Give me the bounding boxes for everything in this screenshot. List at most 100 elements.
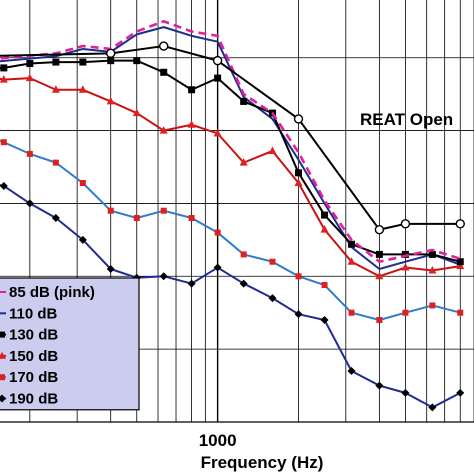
legend-marker xyxy=(0,331,5,338)
series-marker-square xyxy=(321,282,328,289)
series-1 xyxy=(0,26,461,270)
series-marker-diamond xyxy=(51,214,60,222)
series-marker-diamond xyxy=(0,181,8,190)
series-marker-diamond xyxy=(25,199,34,208)
series-marker-square xyxy=(456,258,464,266)
legend-label: 110 dB xyxy=(9,305,58,322)
legend: 85 dB (pink) 110 dB 130 dB 150 dB 170 dB 190 … xyxy=(0,277,140,411)
x-tick-labels: 1000 xyxy=(199,431,237,450)
series-6 xyxy=(0,41,465,235)
reat-open-annotation: REAT Open xyxy=(360,110,453,129)
series-marker-diamond xyxy=(428,403,437,412)
series-marker-diamond xyxy=(78,235,87,244)
series-marker-circle xyxy=(159,41,169,51)
series-line xyxy=(0,19,461,264)
series-marker-triangle xyxy=(132,108,141,117)
series-marker-diamond xyxy=(159,272,168,281)
legend-marker xyxy=(0,351,6,359)
series-marker-square xyxy=(376,317,383,323)
series-marker-diamond xyxy=(347,367,356,375)
series-marker-triangle xyxy=(294,178,303,187)
series-marker-square xyxy=(133,215,140,221)
series-layer xyxy=(0,19,465,412)
series-marker-square xyxy=(348,240,356,248)
series-marker-triangle xyxy=(428,265,437,274)
series-marker-triangle xyxy=(213,128,222,137)
series-marker-diamond xyxy=(106,265,115,273)
series-marker-square xyxy=(79,180,86,187)
series-marker-diamond xyxy=(294,310,303,319)
series-line xyxy=(0,26,461,270)
series-marker-square xyxy=(295,273,302,280)
series-marker-triangle xyxy=(25,73,34,82)
series-marker-square xyxy=(188,215,195,221)
series-marker-square xyxy=(0,139,7,146)
series-2 xyxy=(0,57,464,266)
series-marker-square xyxy=(26,150,33,157)
legend-label: 85 dB (pink) xyxy=(9,284,95,301)
series-marker-diamond xyxy=(375,381,384,390)
series-marker-square xyxy=(133,57,141,65)
series-marker-square xyxy=(401,250,409,258)
series-marker-square xyxy=(348,309,355,316)
series-marker-square xyxy=(240,251,247,258)
legend-marker xyxy=(0,374,5,381)
series-marker-square xyxy=(79,58,87,66)
legend-label: 170 dB xyxy=(9,369,58,386)
series-marker-square xyxy=(457,309,464,316)
series-marker-square xyxy=(321,211,329,219)
series-marker-square xyxy=(107,207,114,214)
legend-marker xyxy=(0,394,6,403)
series-marker-square xyxy=(188,86,196,94)
series-marker-diamond xyxy=(456,388,465,397)
series-marker-square xyxy=(160,207,167,214)
series-marker-triangle xyxy=(159,126,168,134)
series-marker-triangle xyxy=(187,120,196,128)
series-marker-triangle xyxy=(0,75,8,83)
series-marker-diamond xyxy=(401,388,410,397)
series-marker-triangle xyxy=(51,85,60,93)
series-marker-diamond xyxy=(320,316,329,324)
series-marker-circle xyxy=(212,55,223,66)
series-marker-triangle xyxy=(375,271,384,280)
series-marker-square xyxy=(402,309,409,316)
series-marker-square xyxy=(160,68,168,76)
series-marker-triangle xyxy=(401,263,410,271)
series-marker-triangle xyxy=(456,261,465,270)
series-5 xyxy=(0,181,465,412)
series-0 xyxy=(0,19,461,264)
series-marker-circle xyxy=(106,48,116,59)
series-marker-diamond xyxy=(187,279,196,288)
series-marker-diamond xyxy=(213,263,222,272)
x-axis-title: Frequency (Hz) xyxy=(201,453,324,472)
series-marker-triangle xyxy=(347,257,356,265)
legend-label: 130 dB xyxy=(9,327,58,344)
series-marker-triangle xyxy=(239,158,248,166)
series-marker-square xyxy=(269,258,276,265)
series-marker-circle xyxy=(374,224,385,235)
series-marker-square xyxy=(240,97,248,105)
series-4 xyxy=(0,139,464,323)
series-marker-diamond xyxy=(239,279,248,288)
series-marker-square xyxy=(107,57,115,65)
series-marker-square xyxy=(214,229,221,236)
legend-box xyxy=(0,277,140,411)
x-tick-label: 1000 xyxy=(199,431,237,450)
grid xyxy=(0,0,474,423)
series-marker-triangle xyxy=(106,96,115,105)
series-marker-square xyxy=(52,159,59,166)
series-marker-square xyxy=(428,250,436,258)
series-marker-square xyxy=(375,250,383,258)
series-marker-square xyxy=(295,169,303,177)
legend-label: 150 dB xyxy=(9,348,58,365)
series-marker-triangle xyxy=(268,146,277,154)
series-marker-circle xyxy=(293,114,304,124)
series-marker-circle xyxy=(400,219,411,229)
series-marker-square xyxy=(214,74,222,82)
series-marker-triangle xyxy=(78,85,87,93)
legend-label: 190 dB xyxy=(9,391,58,408)
series-marker-square xyxy=(429,302,436,309)
series-marker-triangle xyxy=(320,225,329,233)
series-marker-square xyxy=(52,58,60,66)
